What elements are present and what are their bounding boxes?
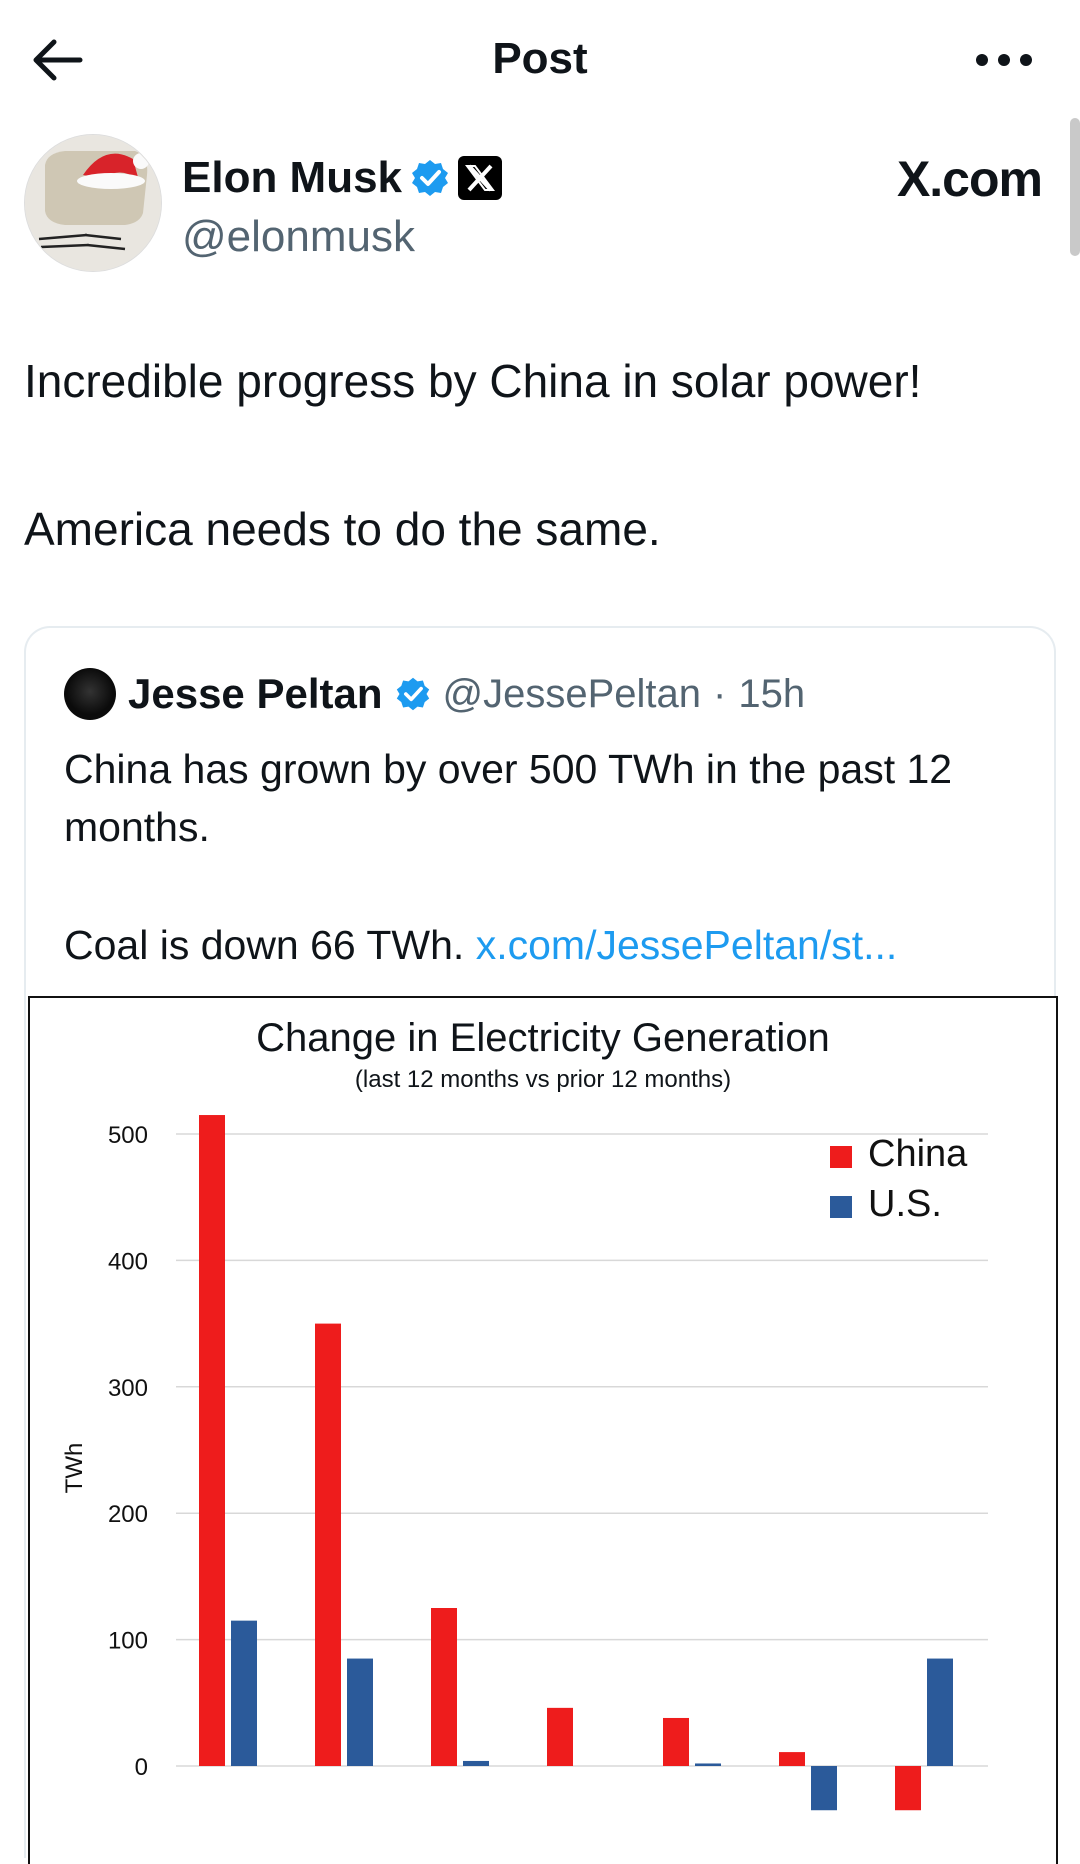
- quoted-link[interactable]: x.com/JessePeltan/st...: [475, 922, 898, 968]
- y-axis-label: TWh: [61, 1443, 88, 1494]
- avatar-image: [25, 135, 161, 271]
- chart-title: Change in Electricity Generation: [256, 1016, 830, 1060]
- back-arrow-icon[interactable]: [30, 38, 84, 82]
- chart-image: Change in Electricity Generation (last 1…: [28, 996, 1058, 1864]
- separator-dot: ·: [713, 671, 727, 716]
- author-handle[interactable]: @elonmusk: [182, 212, 415, 261]
- china-bar: [547, 1707, 573, 1766]
- us-bar: [463, 1760, 489, 1766]
- quoted-timestamp: 15h: [738, 671, 806, 716]
- y-tick-label: 200: [108, 1501, 148, 1528]
- author-name[interactable]: Elon Musk: [182, 153, 403, 202]
- post-text-line-2: America needs to do the same.: [24, 503, 661, 555]
- quoted-post[interactable]: Jesse Peltan @JessePeltan · 15h China ha…: [24, 626, 1058, 1864]
- post-text-line-1: Incredible progress by China in solar po…: [24, 355, 922, 407]
- author-name-row: Elon Musk: [182, 150, 503, 206]
- us-bar: [811, 1766, 837, 1811]
- legend-swatch: [830, 1146, 852, 1168]
- y-tick-label: 0: [135, 1754, 148, 1781]
- bar-chart: 0 100 200 300 400 500 TWh China U.S.: [61, 1115, 988, 1811]
- us-bar: [695, 1763, 721, 1766]
- china-bar: [895, 1766, 921, 1811]
- quoted-post-header: Jesse Peltan @JessePeltan · 15h: [64, 664, 805, 724]
- quoted-author-handle[interactable]: @JessePeltan: [442, 671, 702, 716]
- china-bar: [779, 1752, 805, 1766]
- chart-subtitle: (last 12 months vs prior 12 months): [354, 1066, 732, 1093]
- legend-label: China: [868, 1133, 968, 1175]
- quoted-avatar[interactable]: [64, 668, 116, 720]
- top-bar: Post: [0, 0, 1080, 120]
- scrollbar[interactable]: [1070, 118, 1080, 256]
- x-affiliate-badge-icon: [458, 156, 503, 200]
- y-tick-label: 400: [108, 1248, 148, 1275]
- quoted-author-name[interactable]: Jesse Peltan: [128, 670, 383, 717]
- page-title: Post: [492, 34, 588, 83]
- quoted-text-1: China has grown by over 500 TWh in the p…: [64, 746, 953, 850]
- site-watermark: X.com: [896, 151, 1043, 207]
- china-bar: [315, 1323, 341, 1766]
- y-tick-label: 300: [108, 1375, 148, 1402]
- more-options-icon[interactable]: [974, 52, 1034, 68]
- avatar[interactable]: [24, 134, 162, 272]
- post-author: Elon Musk @elonmusk X.com: [24, 134, 1054, 274]
- verified-badge-icon: [396, 677, 429, 711]
- verified-badge-icon: [412, 160, 449, 196]
- quoted-text-2: Coal is down 66 TWh. x.com/JessePeltan/s…: [64, 916, 1024, 974]
- y-tick-label: 500: [108, 1122, 148, 1149]
- legend-swatch: [830, 1196, 852, 1218]
- china-bar: [663, 1717, 689, 1766]
- china-bar: [199, 1115, 225, 1766]
- y-tick-label: 100: [108, 1628, 148, 1655]
- us-bar: [347, 1658, 373, 1766]
- quoted-text-2-body: Coal is down 66 TWh.: [64, 922, 465, 968]
- us-bar: [927, 1658, 953, 1766]
- china-bar: [431, 1608, 457, 1766]
- legend-label: U.S.: [868, 1183, 942, 1225]
- us-bar: [231, 1620, 257, 1766]
